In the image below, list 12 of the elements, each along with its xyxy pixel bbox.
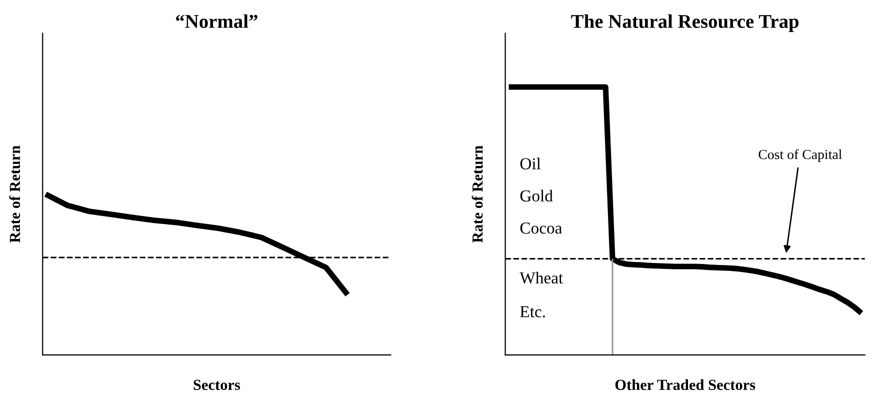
annotation: Wheat <box>520 272 564 284</box>
y-axis-title: Rate of Return <box>9 146 20 243</box>
y-axis-title: Rate of Return <box>472 146 483 243</box>
annotation: Gold <box>520 190 553 202</box>
chart-title: The Natural Resource Trap <box>571 14 799 32</box>
annotation: Etc. <box>520 306 545 318</box>
x-axis-title: Sectors <box>194 380 240 390</box>
chart-title: “Normal” <box>176 14 258 28</box>
annotation: Oil <box>520 158 541 170</box>
annotation: Cost of Capital <box>758 149 842 162</box>
annotation: Cocoa <box>520 222 562 234</box>
x-axis-title: Other Traded Sectors <box>615 379 756 390</box>
